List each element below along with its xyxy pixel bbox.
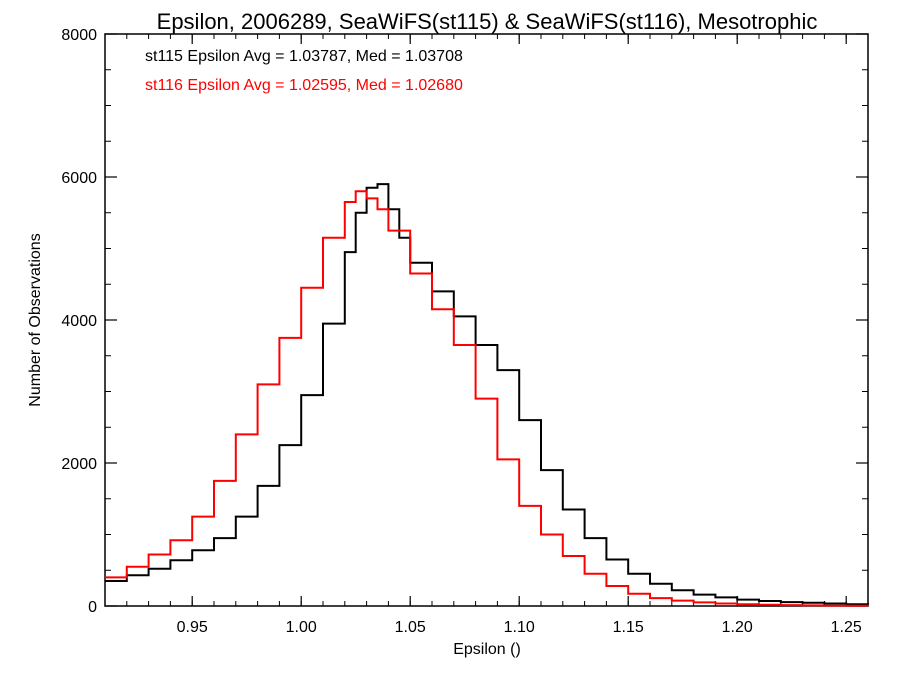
x-tick-label: 1.20 (722, 619, 753, 636)
y-axis-label: Number of Observations (27, 233, 44, 406)
annotation-st115: st115 Epsilon Avg = 1.03787, Med = 1.037… (145, 48, 463, 65)
series-st115-line (105, 183, 869, 606)
y-tick-label: 0 (88, 599, 97, 616)
x-tick-label: 1.05 (395, 619, 426, 636)
plot-frame (104, 33, 869, 607)
x-axis-label: Epsilon () (453, 641, 521, 658)
y-tick-label: 6000 (61, 170, 97, 187)
y-tick-label: 8000 (61, 27, 97, 44)
plot-area: 0.95 1.00 1.05 1.10 1.15 1.20 1.25 0 2000 4000 600… (61, 27, 869, 636)
series-st116-line (105, 190, 869, 607)
x-tick-label: 0.95 (177, 619, 208, 636)
x-tick-label: 1.10 (504, 619, 535, 636)
x-tick-label: 1.15 (613, 619, 644, 636)
x-tick-label: 1.25 (831, 619, 862, 636)
chart-title: Epsilon, 2006289, SeaWiFS(st115) & SeaWi… (157, 9, 818, 34)
x-tick-label: 1.00 (286, 619, 317, 636)
y-tick-label: 4000 (61, 313, 97, 330)
axis-ticks: 0.95 1.00 1.05 1.10 1.15 1.20 1.25 0 2000 4000 600… (61, 27, 869, 636)
annotation-st116: st116 Epsilon Avg = 1.02595, Med = 1.026… (145, 77, 463, 94)
series-layer (105, 183, 869, 607)
y-tick-label: 2000 (61, 456, 97, 473)
